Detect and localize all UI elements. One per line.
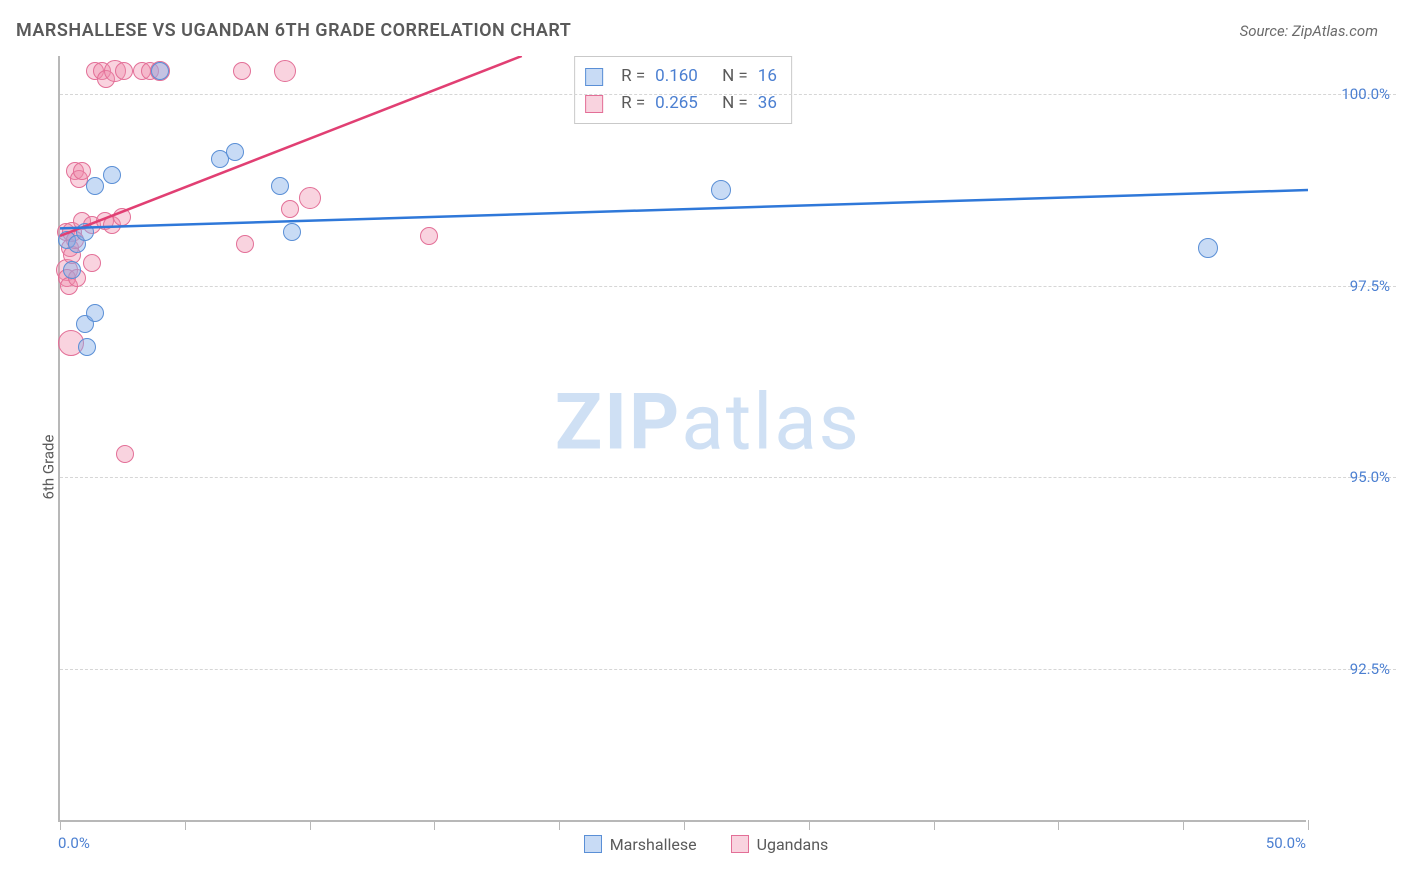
y-tick-label: 97.5% <box>1350 277 1390 295</box>
x-tick <box>60 820 61 830</box>
source-label: Source: ZipAtlas.com <box>1240 22 1378 40</box>
data-point-blue <box>86 177 104 195</box>
x-tick <box>1058 820 1059 830</box>
legend-item-blue: Marshallese <box>584 835 697 854</box>
data-point-pink <box>115 62 133 80</box>
watermark-light: atlas <box>681 377 861 468</box>
data-point-blue <box>78 338 96 356</box>
data-point-pink <box>236 235 254 253</box>
data-point-blue <box>283 223 301 241</box>
legend-swatch-blue <box>584 835 602 853</box>
plot-region: ZIPatlas R = 0.160 N = 16 R = 0.265 N = … <box>58 56 1306 822</box>
data-point-blue <box>1198 238 1218 258</box>
y-tick-label: 100.0% <box>1341 85 1390 103</box>
legend-label-blue: Marshallese <box>610 835 697 854</box>
data-point-blue <box>103 166 121 184</box>
data-point-blue <box>711 180 731 200</box>
data-point-pink <box>281 200 299 218</box>
data-point-blue <box>86 304 104 322</box>
data-point-blue <box>271 177 289 195</box>
data-point-pink <box>116 445 134 463</box>
legend-item-pink: Ugandans <box>731 835 829 854</box>
r-label: R = <box>621 63 645 90</box>
gridline <box>60 94 1396 95</box>
legend-swatch-blue <box>585 68 603 86</box>
y-axis-label: 6th Grade <box>39 435 57 500</box>
n-value-blue: 16 <box>758 63 777 90</box>
x-tick <box>310 820 311 830</box>
n-label: N = <box>722 63 748 90</box>
chart-area: 6th Grade ZIPatlas R = 0.160 N = 16 R = … <box>16 56 1396 878</box>
data-point-blue <box>151 62 169 80</box>
x-tick <box>185 820 186 830</box>
watermark: ZIPatlas <box>555 377 861 468</box>
x-tick <box>684 820 685 830</box>
trend-line <box>60 56 1308 822</box>
x-tick <box>1183 820 1184 830</box>
x-tick <box>559 820 560 830</box>
correlation-legend: R = 0.160 N = 16 R = 0.265 N = 36 <box>574 56 792 124</box>
data-point-blue <box>63 261 81 279</box>
watermark-bold: ZIP <box>555 377 681 468</box>
data-point-pink <box>299 187 321 209</box>
gridline <box>60 286 1396 287</box>
x-tick <box>809 820 810 830</box>
data-point-pink <box>274 60 296 82</box>
gridline <box>60 669 1396 670</box>
x-tick <box>934 820 935 830</box>
data-point-pink <box>113 208 131 226</box>
chart-header: MARSHALLESE VS UGANDAN 6TH GRADE CORRELA… <box>0 0 1406 51</box>
chart-title: MARSHALLESE VS UGANDAN 6TH GRADE CORRELA… <box>16 20 571 41</box>
data-point-pink <box>73 162 91 180</box>
legend-swatch-pink <box>731 835 749 853</box>
correlation-row-blue: R = 0.160 N = 16 <box>585 63 777 90</box>
gridline <box>60 477 1396 478</box>
data-point-pink <box>83 254 101 272</box>
data-point-pink <box>420 227 438 245</box>
trend-line <box>60 56 1308 822</box>
x-tick <box>434 820 435 830</box>
data-point-pink <box>233 62 251 80</box>
legend-label-pink: Ugandans <box>757 835 829 854</box>
y-tick-label: 95.0% <box>1350 468 1390 486</box>
series-legend: Marshallese Ugandans <box>16 835 1396 854</box>
legend-swatch-pink <box>585 95 603 113</box>
data-point-blue <box>76 223 94 241</box>
y-tick-label: 92.5% <box>1350 660 1390 678</box>
x-tick <box>1308 820 1309 830</box>
r-value-blue: 0.160 <box>655 63 698 90</box>
data-point-blue <box>226 143 244 161</box>
